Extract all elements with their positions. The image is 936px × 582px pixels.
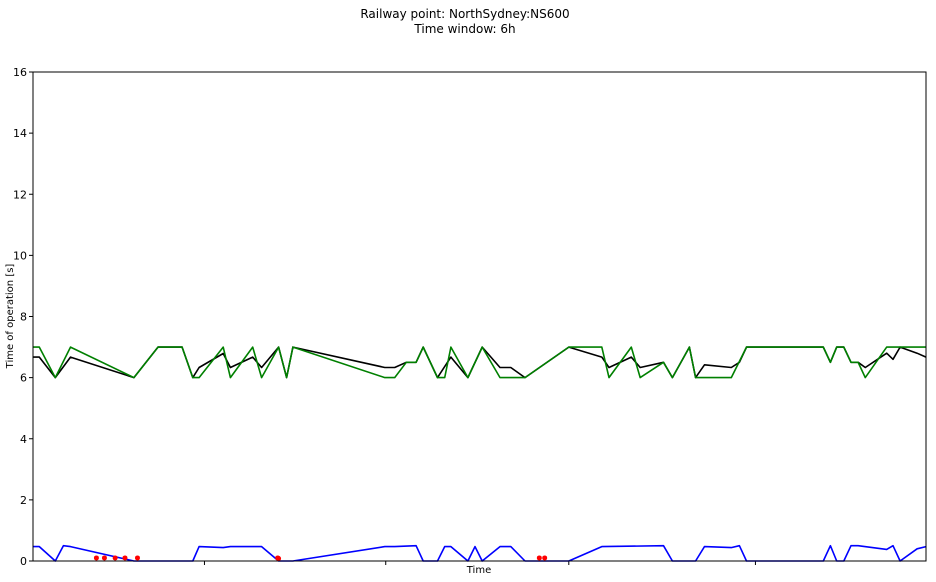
y-tick-label: 2: [20, 494, 27, 507]
y-tick-label: 16: [13, 66, 27, 79]
y-axis-ticks: 0 2 4 6 8 10 12 14 16: [13, 66, 33, 568]
y-tick-label: 12: [13, 188, 27, 201]
y-tick-label: 6: [20, 372, 27, 385]
data-point-marker: [134, 555, 140, 561]
data-point-marker: [536, 555, 542, 561]
series-line-blue: [33, 544, 927, 562]
x-axis-label: Time: [466, 565, 491, 576]
data-point-marker: [542, 555, 548, 561]
y-tick-label: 10: [13, 249, 27, 262]
axes-frame: [32, 71, 927, 562]
plot-area: [33, 346, 927, 562]
y-tick-label: 8: [20, 311, 27, 324]
y-tick-label: 0: [20, 555, 27, 568]
data-point-marker: [112, 555, 118, 561]
data-point-marker: [101, 555, 107, 561]
data-point-marker: [93, 555, 99, 561]
y-axis-label: Time of operation [s]: [5, 264, 16, 370]
y-tick-label: 4: [20, 433, 27, 446]
chart-subtitle: Time window: 6h: [413, 22, 515, 36]
series-line-green: [33, 346, 926, 379]
data-point-marker: [276, 556, 282, 562]
data-point-marker: [122, 555, 128, 561]
chart-title: Railway point: NorthSydney:NS600: [360, 7, 569, 21]
y-tick-label: 14: [13, 127, 27, 140]
